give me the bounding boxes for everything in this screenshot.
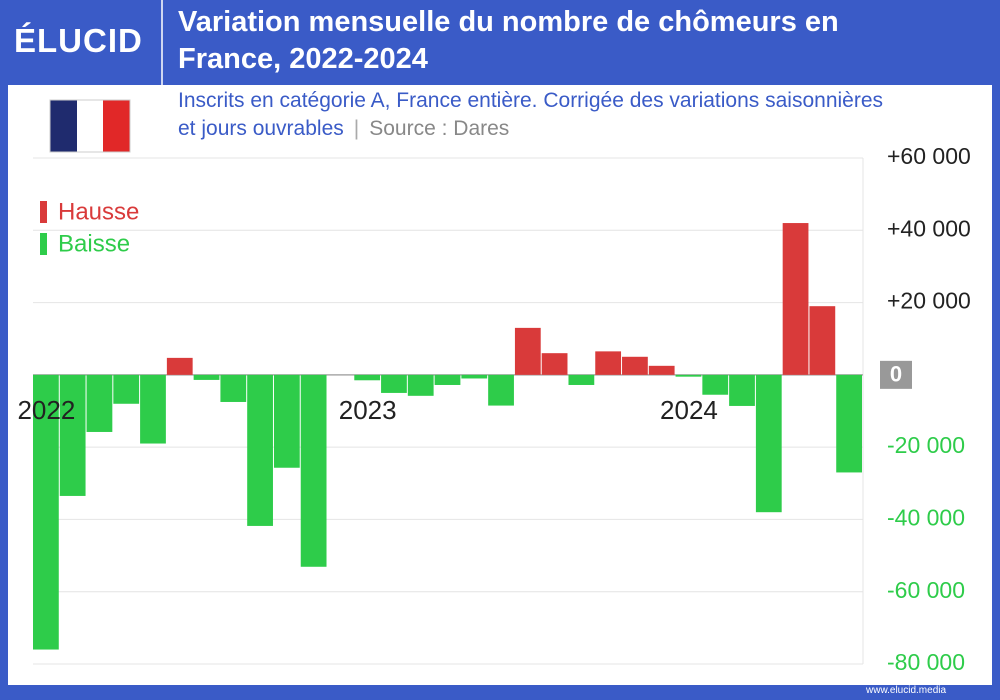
separator: | bbox=[353, 117, 360, 140]
bar bbox=[755, 374, 782, 513]
bar bbox=[113, 374, 140, 404]
bar bbox=[407, 374, 434, 396]
legend-swatch bbox=[40, 233, 47, 255]
bar bbox=[300, 374, 327, 567]
y-tick-label: -80 000 bbox=[887, 649, 965, 675]
y-tick-label: 0 bbox=[890, 362, 902, 387]
x-tick-label: 2022 bbox=[17, 395, 75, 425]
y-tick-label: +40 000 bbox=[887, 215, 971, 241]
bar bbox=[702, 374, 729, 395]
chart-title: Variation mensuelle du nombre de chômeur… bbox=[178, 6, 839, 75]
bar bbox=[595, 351, 622, 375]
y-tick-label: +60 000 bbox=[887, 143, 971, 169]
bar bbox=[782, 223, 809, 375]
bar bbox=[648, 365, 675, 375]
y-tick-label: +20 000 bbox=[887, 288, 971, 314]
legend-label: Hausse bbox=[58, 198, 139, 225]
bar bbox=[729, 374, 755, 406]
flag bbox=[49, 99, 131, 153]
bar bbox=[809, 306, 836, 375]
bar bbox=[461, 374, 488, 379]
bar bbox=[59, 374, 86, 496]
bar bbox=[33, 374, 59, 650]
bar bbox=[273, 374, 300, 468]
legend-swatch bbox=[40, 201, 47, 223]
y-tick-label: -20 000 bbox=[887, 432, 965, 458]
bar bbox=[622, 356, 648, 375]
logo: ÉLUCID bbox=[14, 22, 143, 59]
y-tick-label: -40 000 bbox=[887, 505, 965, 531]
footer: www.elucid.media bbox=[866, 685, 947, 696]
bar bbox=[541, 353, 568, 375]
bar bbox=[247, 374, 273, 526]
x-tick-label: 2024 bbox=[660, 395, 718, 425]
subtitle: Inscrits en catégorie A, France entière.… bbox=[178, 89, 884, 140]
bar bbox=[354, 374, 381, 381]
bar bbox=[514, 327, 541, 375]
bar bbox=[220, 374, 247, 402]
bar bbox=[140, 374, 166, 444]
bar bbox=[193, 374, 220, 380]
bar bbox=[675, 374, 702, 377]
subtitle-block: Inscrits en catégorie A, France entière.… bbox=[178, 87, 898, 143]
bar bbox=[381, 374, 407, 393]
y-tick-label: -60 000 bbox=[887, 577, 965, 603]
bar bbox=[434, 374, 461, 385]
source: Source : Dares bbox=[369, 117, 510, 140]
bar bbox=[568, 374, 595, 385]
bar bbox=[488, 374, 514, 406]
bar bbox=[166, 357, 193, 375]
bar bbox=[86, 374, 113, 432]
legend-label: Baisse bbox=[58, 230, 130, 257]
x-tick-label: 2023 bbox=[339, 395, 397, 425]
zero-label-box bbox=[880, 360, 912, 389]
bar bbox=[836, 374, 862, 473]
